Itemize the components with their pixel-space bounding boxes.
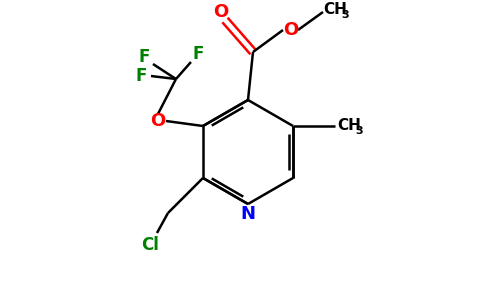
Text: CH: CH (337, 118, 361, 133)
Text: Cl: Cl (141, 236, 159, 254)
Text: N: N (241, 205, 256, 223)
Text: F: F (138, 48, 150, 66)
Text: 3: 3 (355, 126, 363, 136)
Text: O: O (213, 3, 228, 21)
Text: CH: CH (323, 2, 347, 17)
Text: F: F (136, 67, 147, 85)
Text: 3: 3 (341, 10, 348, 20)
Text: O: O (151, 112, 166, 130)
Text: F: F (192, 45, 204, 63)
Text: O: O (283, 21, 299, 39)
